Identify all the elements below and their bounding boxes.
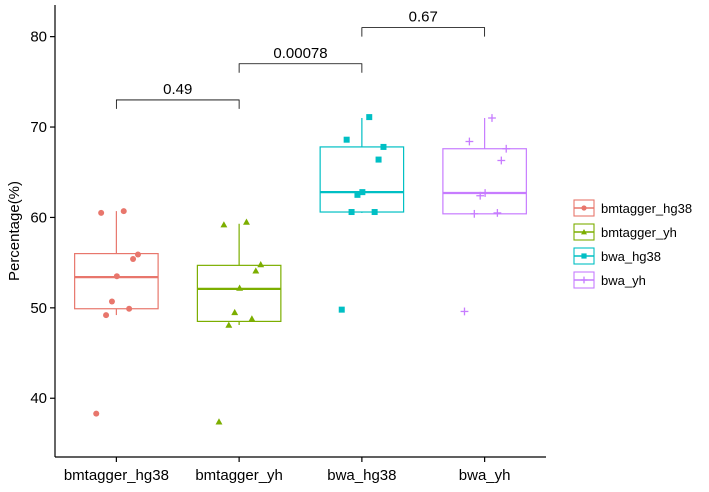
bracket-line [361,27,486,37]
point-bwa_yh [476,191,485,200]
y-ticks: 40 50 60 70 80 [30,29,55,407]
point-bwa_hg38 [338,306,345,313]
x-tick-label: bmtagger_yh [195,467,283,484]
point-bmtagger_yh [248,315,256,322]
p-value-label: 0.67 [409,9,438,26]
legend-item-bwa_yh: bwa_yh [573,271,646,289]
boxes [74,118,527,326]
point-bmtagger_hg38 [103,312,110,319]
legend-label: bwa_yh [601,273,646,288]
axes [54,5,546,458]
y-tick-label: 70 [30,119,47,136]
point-bwa_yh [465,137,474,146]
point-bwa_yh [481,189,490,197]
x-tick-label: bwa_yh [459,467,511,484]
legend-item-bmtagger_yh: bmtagger_yh [573,223,677,241]
comparison-bracket: 0.00078 [238,45,363,73]
point-bwa_hg38 [348,209,355,216]
point-bmtagger_yh [243,218,250,225]
legend: bmtagger_hg38 bmtagger_yh bwa_hg38 bwa_yh [573,199,692,289]
point-bmtagger_hg38 [120,208,127,215]
y-tick-label: 50 [30,300,47,317]
legend-key-marker [581,229,587,235]
point-bwa_yh [493,209,502,217]
legend-key-marker [581,253,587,259]
x-tick-label: bwa_hg38 [327,467,396,484]
legend-key-marker [580,276,588,284]
legend-item-bwa_hg38: bwa_hg38 [573,247,661,265]
point-bmtagger_yh [252,267,260,274]
y-tick-label: 60 [30,209,47,226]
point-bwa_yh [497,156,506,165]
box-iqr [442,148,527,215]
point-bwa_yh [488,114,496,122]
y-tick-label: 80 [30,29,47,46]
legend-label: bmtagger_hg38 [601,201,692,216]
legend-label: bmtagger_yh [601,225,677,240]
comparison-bracket: 0.67 [361,9,486,37]
point-bmtagger_hg38 [134,251,141,258]
point-bwa_yh [460,307,469,316]
point-bmtagger_yh [236,284,244,291]
point-bwa_hg38 [366,114,373,121]
point-bmtagger_hg38 [98,209,105,216]
bracket-line [115,99,240,109]
p-value-label: 0.49 [163,81,192,98]
point-bwa_hg38 [371,209,378,216]
point-bwa_hg38 [375,156,382,163]
point-bwa_hg38 [380,143,387,150]
point-bmtagger_yh [225,321,233,328]
box-iqr [74,253,159,310]
point-bmtagger_hg38 [108,298,115,305]
point-bwa_hg38 [359,189,366,196]
legend-item-bmtagger_hg38: bmtagger_hg38 [573,199,692,217]
box-iqr [196,264,282,322]
legend-label: bwa_hg38 [601,249,661,264]
box-bmtagger_hg38 [74,211,159,316]
point-bmtagger_hg38 [130,256,137,263]
point-bwa_hg38 [343,136,350,143]
box-bwa_hg38 [319,118,405,213]
legend-key-marker [581,205,587,211]
point-bmtagger_hg38 [93,410,100,417]
box-iqr [319,146,405,213]
point-bwa_yh [470,209,479,218]
point-bmtagger_hg38 [126,305,133,312]
point-bmtagger_yh [220,221,228,228]
x-ticks: bmtagger_hg38 bmtagger_yh bwa_hg38 bwa_yh [64,457,511,484]
y-axis-title: Percentage(%) [6,181,23,281]
point-bmtagger_yh [257,260,265,268]
bracket-line [238,63,363,73]
p-value-label: 0.00078 [273,45,327,62]
point-bmtagger_hg38 [113,273,120,280]
point-bwa_yh [502,144,511,153]
comparison-bracket: 0.49 [115,81,240,109]
comparison-brackets: 0.49 0.00078 0.67 [115,9,486,109]
box-bmtagger_yh [196,223,282,326]
x-tick-label: bmtagger_hg38 [64,467,169,484]
y-tick-label: 40 [30,390,47,407]
data-points [93,114,511,425]
box-bwa_yh [442,118,527,215]
point-bmtagger_yh [215,418,223,425]
point-bwa_hg38 [354,191,361,198]
point-bmtagger_yh [231,308,239,316]
